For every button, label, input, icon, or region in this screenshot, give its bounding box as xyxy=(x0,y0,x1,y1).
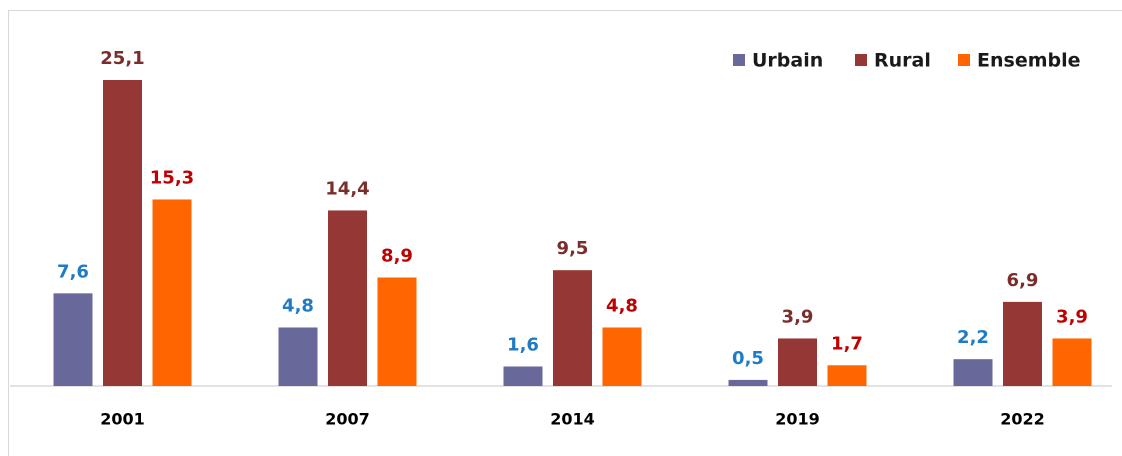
legend-label: Ensemble xyxy=(977,50,1081,72)
data-label: 1,7 xyxy=(831,333,863,354)
legend-label: Rural xyxy=(874,50,931,72)
data-label: 6,9 xyxy=(1007,270,1039,291)
data-label: 2,2 xyxy=(957,327,989,348)
bar xyxy=(1052,338,1092,386)
data-label: 3,9 xyxy=(782,306,814,327)
x-tick-label: 2001 xyxy=(100,410,145,429)
bar xyxy=(778,338,817,386)
bar xyxy=(1003,301,1042,386)
chart-frame xyxy=(8,10,1122,456)
data-label: 3,9 xyxy=(1056,306,1088,327)
bar xyxy=(602,327,642,386)
bar xyxy=(328,210,367,386)
bar xyxy=(53,293,93,386)
bar xyxy=(503,366,543,386)
legend-swatch xyxy=(958,54,970,66)
legend-swatch xyxy=(855,54,867,66)
bar xyxy=(827,365,867,386)
legend-swatch xyxy=(733,54,745,66)
data-label: 25,1 xyxy=(100,48,144,69)
data-label: 14,4 xyxy=(325,178,369,199)
bar xyxy=(953,359,993,386)
data-label: 7,6 xyxy=(57,261,89,282)
bar xyxy=(103,80,142,386)
data-label: 1,6 xyxy=(507,334,539,355)
data-label: 9,5 xyxy=(557,238,589,259)
data-label: 4,8 xyxy=(282,295,314,316)
x-tick-label: 2022 xyxy=(1000,410,1045,429)
x-tick-label: 2019 xyxy=(775,410,820,429)
data-label: 4,8 xyxy=(606,295,638,316)
data-label: 8,9 xyxy=(381,245,413,266)
bar xyxy=(278,327,318,386)
x-tick-label: 2014 xyxy=(550,410,595,429)
data-label: 0,5 xyxy=(732,348,764,369)
bar xyxy=(377,277,417,386)
bar xyxy=(728,379,768,386)
data-label: 15,3 xyxy=(150,167,194,188)
bar xyxy=(553,270,592,386)
bar xyxy=(152,199,192,386)
legend-label: Urbain xyxy=(752,50,823,72)
x-tick-label: 2007 xyxy=(325,410,370,429)
